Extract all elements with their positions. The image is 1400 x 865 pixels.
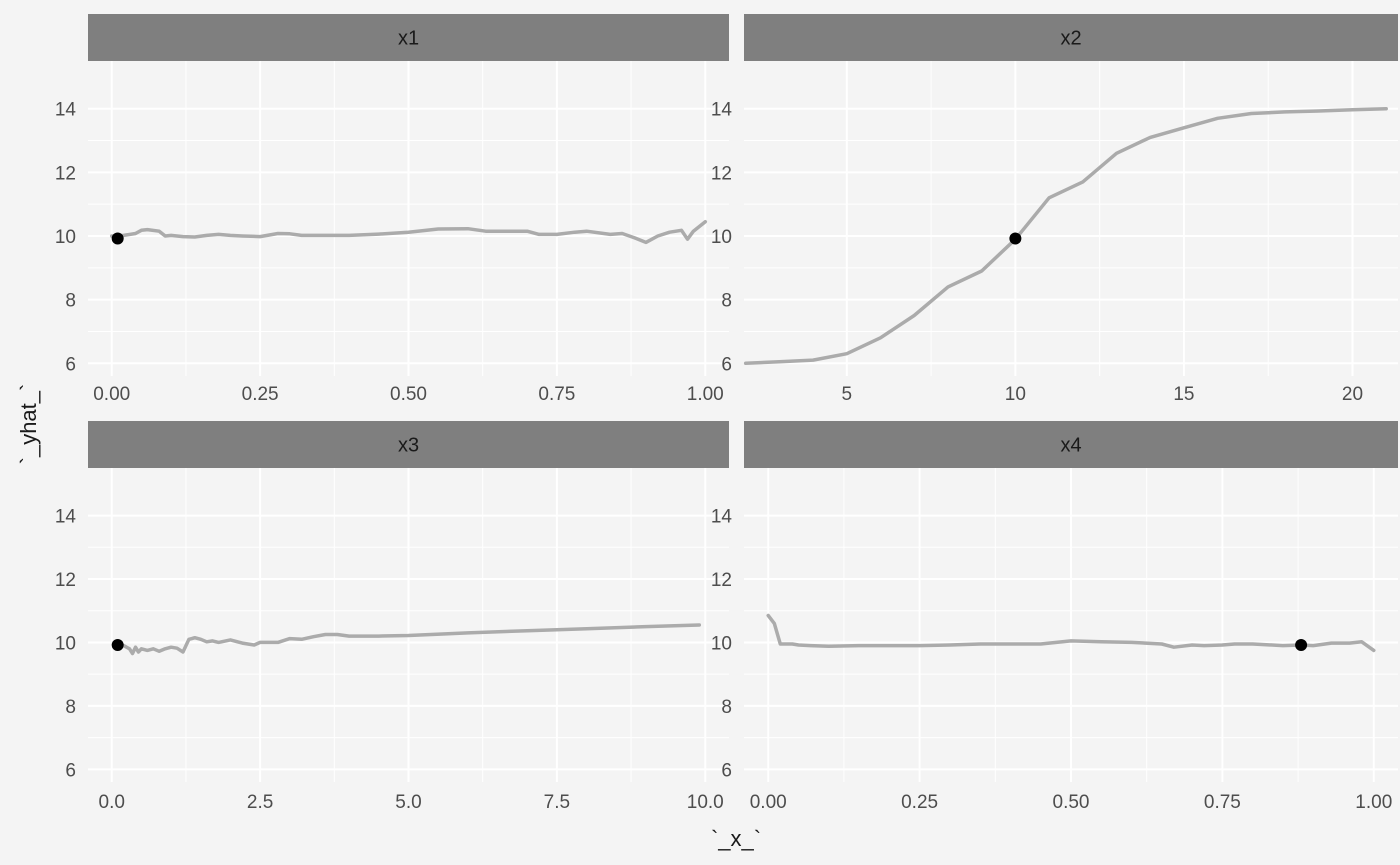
observation-point: [1295, 638, 1308, 651]
x-tick-label: 0.75: [538, 384, 575, 405]
x-tick-label: 20: [1342, 384, 1363, 405]
y-tick-label: 10: [711, 633, 732, 654]
facet-strip: [88, 421, 729, 468]
y-tick-label: 6: [65, 760, 76, 781]
y-tick-label: 6: [721, 354, 732, 375]
y-tick-label: 14: [55, 100, 77, 121]
x-tick-label: 10: [1005, 384, 1026, 405]
x-tick-label: 0.25: [242, 384, 279, 405]
x-tick-label: 0.50: [1053, 792, 1090, 813]
y-axis-title: `_yhat_`: [16, 384, 41, 465]
y-tick-label: 10: [55, 227, 76, 248]
x-tick-label: 0.00: [93, 384, 130, 405]
x-tick-label: 1.00: [687, 384, 724, 405]
panel-x4: x4 6 8 10 12 14 0.00 0.25 0.50 0.75 1.00: [711, 421, 1398, 813]
facet-strip: [88, 14, 729, 61]
y-tick-label: 12: [711, 163, 732, 184]
x-tick-label: 10.0: [687, 792, 724, 813]
y-tick-label: 8: [65, 291, 76, 312]
x-tick-label: 5.0: [395, 792, 421, 813]
panel-x2: x2 6 8 10 12 14 5 10 15 20: [711, 14, 1398, 405]
facet-strip-label: x2: [1060, 28, 1081, 50]
x-tick-label: 15: [1173, 384, 1194, 405]
x-tick-label: 0.50: [390, 384, 427, 405]
panel-x3: x3 6 8 10 12 14 0.0 2.5 5.0 7.5 10.0: [55, 421, 729, 813]
panel-x1: x1 6 8 10 12 14 0.00 0.25 0.50 0.75 1.00: [55, 14, 729, 405]
panels: x1 6 8 10 12 14 0.00 0.25 0.50 0.75 1.00 x2 6 8 10 12 14…: [55, 14, 1398, 813]
facet-strip-label: x3: [398, 435, 419, 457]
x-tick-label: 0.0: [99, 792, 125, 813]
x-tick-label: 0.75: [1204, 792, 1241, 813]
y-tick-label: 10: [55, 633, 76, 654]
y-tick-label: 10: [711, 227, 732, 248]
y-tick-label: 8: [721, 697, 732, 718]
observation-point: [111, 232, 124, 245]
series-line: [115, 623, 702, 656]
observation-point: [1009, 232, 1022, 245]
y-tick-label: 8: [65, 697, 76, 718]
x-tick-label: 1.00: [1355, 792, 1392, 813]
observation-point: [111, 638, 124, 651]
y-tick-label: 12: [711, 570, 732, 591]
y-tick-label: 14: [711, 507, 733, 528]
facet-strip: [744, 421, 1398, 468]
facet-strip-label: x1: [398, 28, 419, 50]
y-tick-label: 8: [721, 291, 732, 312]
y-tick-label: 12: [55, 163, 76, 184]
x-tick-label: 0.00: [750, 792, 787, 813]
x-tick-label: 2.5: [247, 792, 273, 813]
y-tick-label: 14: [711, 100, 733, 121]
x-axis-title: `_x_`: [711, 826, 761, 851]
series-line: [109, 219, 708, 245]
x-tick-label: 5: [842, 384, 853, 405]
y-tick-label: 6: [65, 354, 76, 375]
y-tick-label: 12: [55, 570, 76, 591]
series-line: [743, 106, 1388, 366]
x-tick-label: 7.5: [544, 792, 570, 813]
x-tick-label: 0.25: [901, 792, 938, 813]
facet-strip: [744, 14, 1398, 61]
y-tick-label: 6: [721, 760, 732, 781]
y-tick-label: 14: [55, 507, 77, 528]
facet-strip-label: x4: [1060, 435, 1081, 457]
